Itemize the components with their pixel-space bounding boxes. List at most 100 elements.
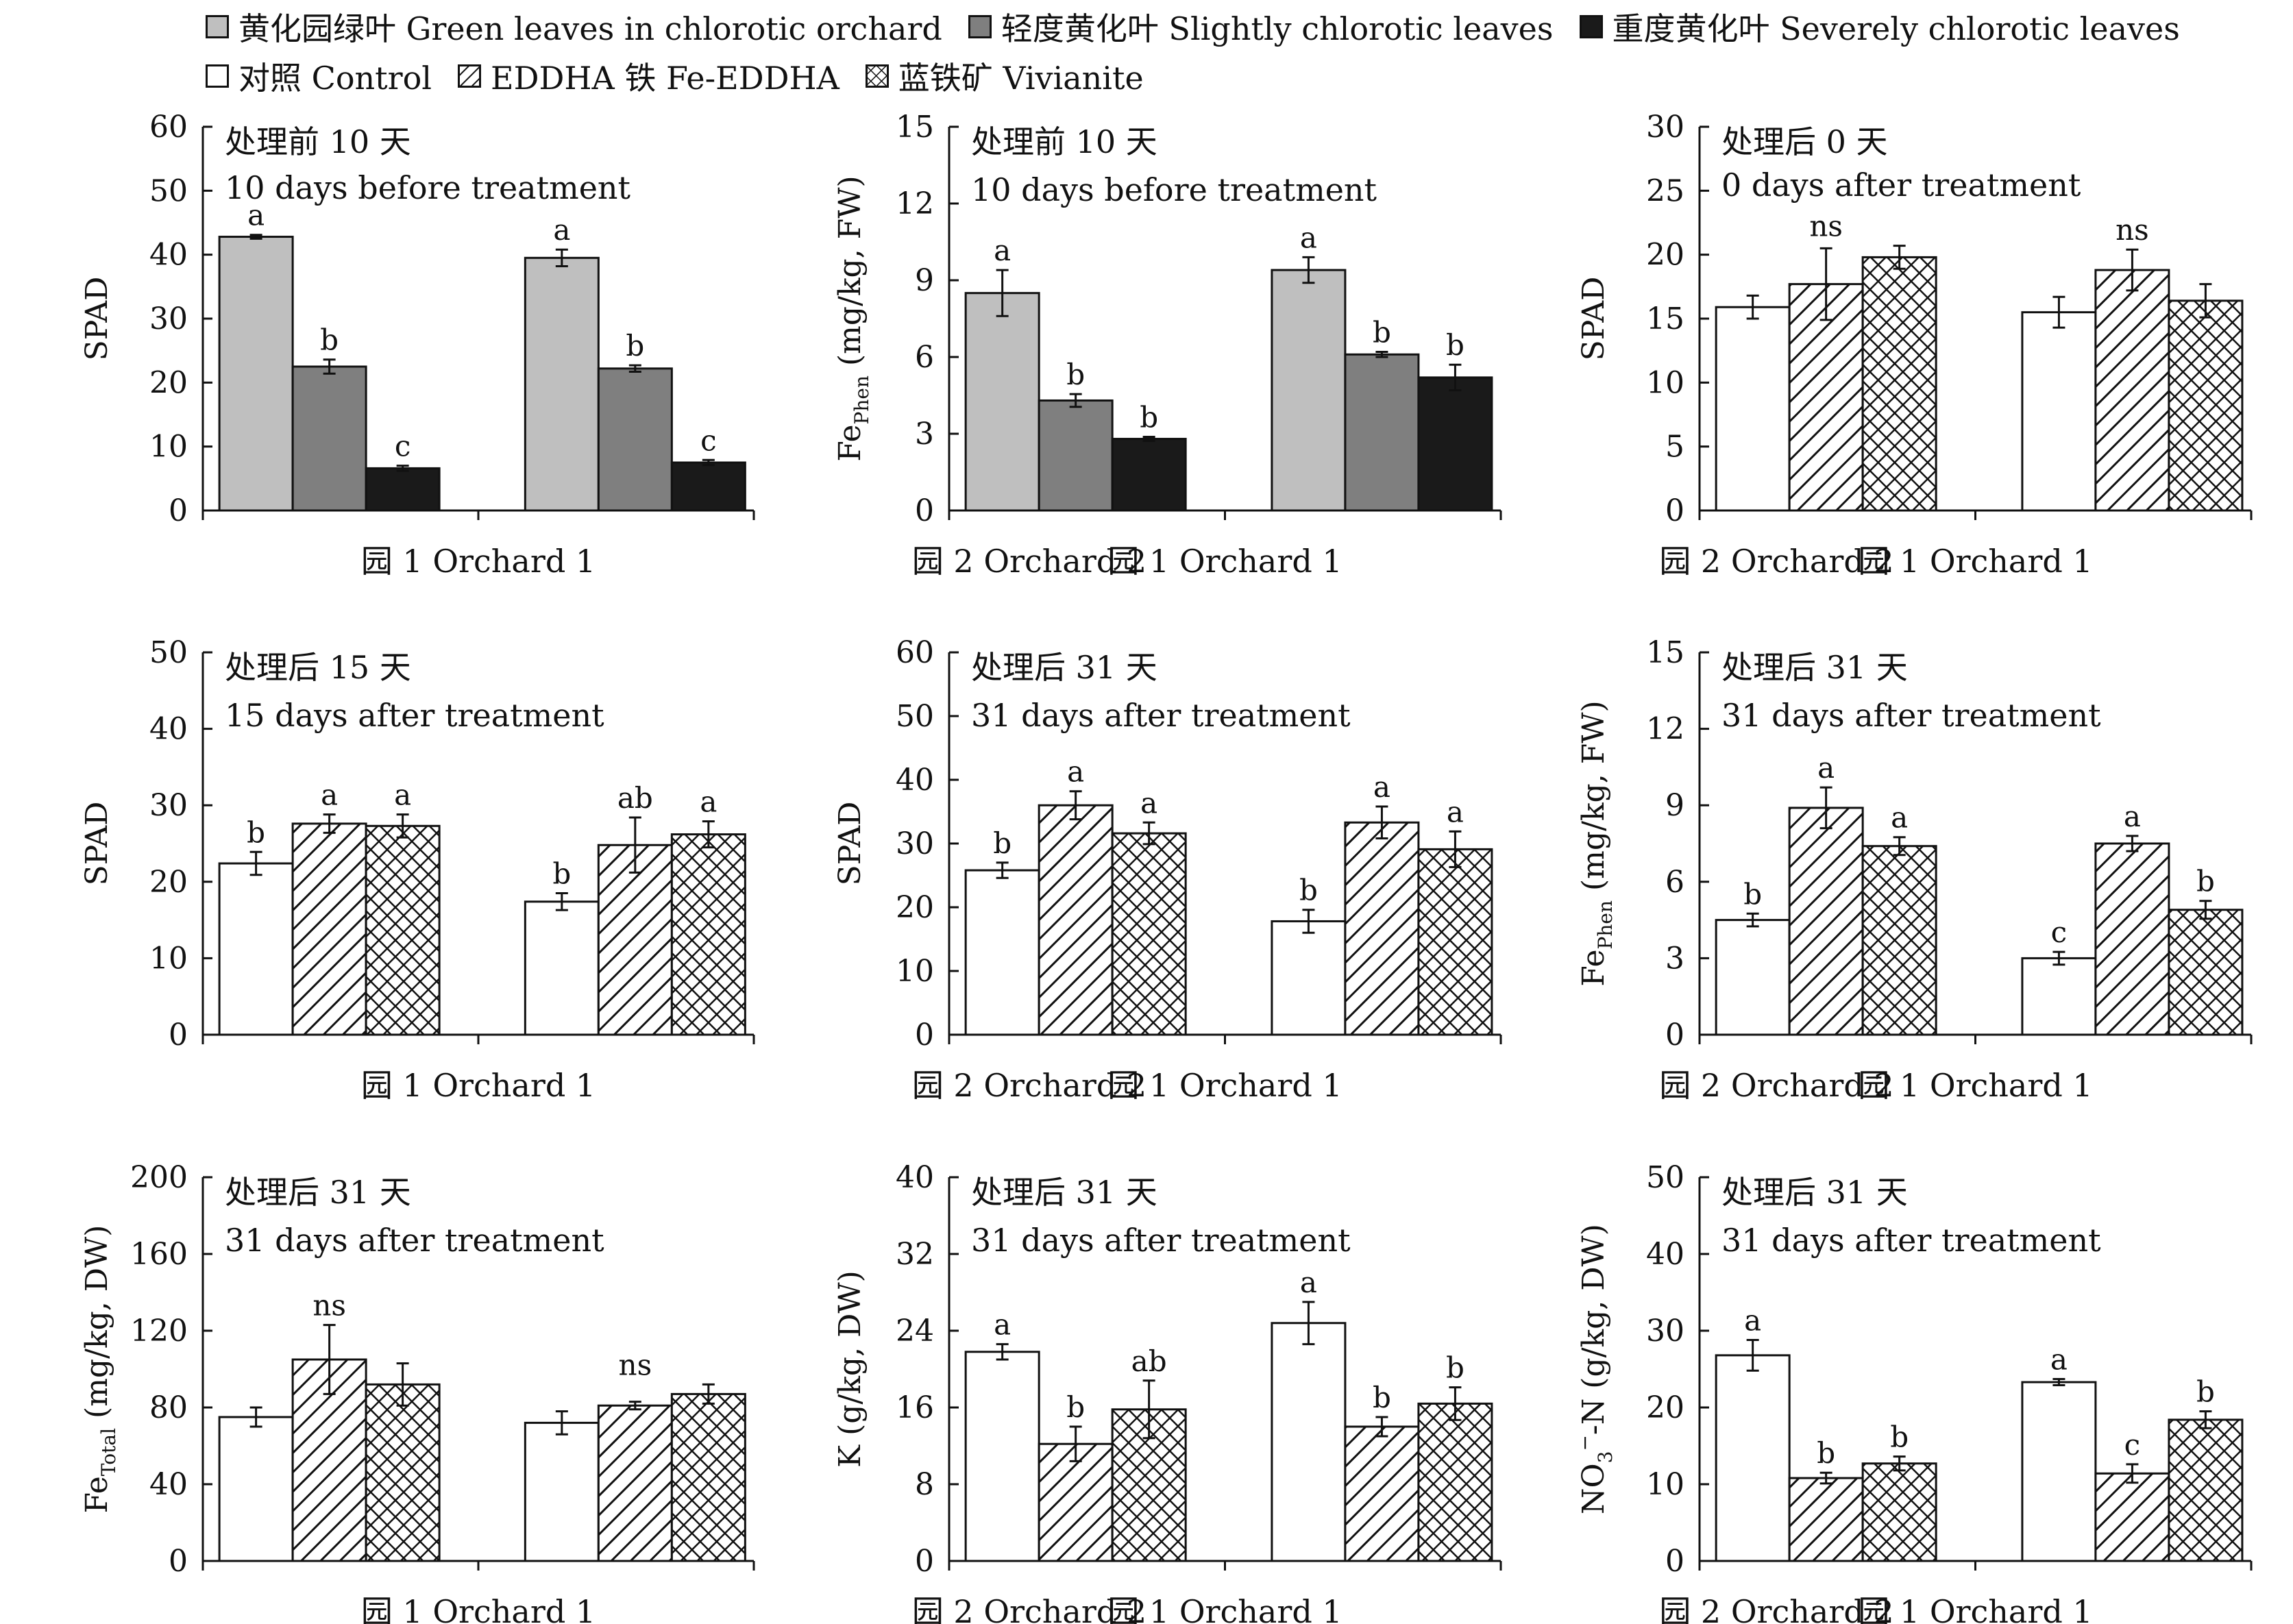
bar — [1038, 804, 1114, 1036]
bar — [2168, 909, 2244, 1036]
y-axis-label: SPAD — [79, 277, 114, 361]
significance-letter: ns — [2116, 213, 2149, 247]
significance-letter: a — [994, 234, 1011, 267]
legend-row-treatments: 对照 Control EDDHA 铁 Fe-EDDHA 蓝铁矿 Vivianit… — [206, 53, 1170, 99]
y-tick-label: 9 — [1665, 788, 1684, 823]
bar — [218, 236, 294, 512]
bar — [1271, 269, 1347, 512]
x-category-label: 园 1 Orchard 1 — [361, 1593, 596, 1624]
y-tick-label: 80 — [149, 1390, 188, 1425]
panel-title-en: 31 days after treatment — [971, 1222, 1351, 1259]
legend-row-leaf-types: 黄化园绿叶 Green leaves in chlorotic orchard … — [206, 4, 2206, 49]
y-tick-label: 30 — [149, 302, 188, 336]
y-tick-label: 50 — [149, 173, 188, 208]
y-tick-label: 30 — [1646, 110, 1684, 145]
bar — [2021, 311, 2097, 512]
y-tick-label: 6 — [1665, 865, 1684, 900]
bar — [1861, 845, 1937, 1036]
panel-title-en: 10 days before treatment — [225, 169, 631, 206]
bar — [2094, 269, 2170, 512]
y-tick-label: 50 — [149, 635, 188, 670]
panel-title-en: 31 days after treatment — [1721, 697, 2101, 734]
chart-panel-6: 0 3 6 9 12 15 园 1 Orchard 1园 2 Orchard 2 处理后 31… — [1576, 635, 2253, 1104]
bar — [218, 1416, 294, 1562]
significance-letter: b — [2196, 1375, 2215, 1409]
y-tick-label: 0 — [169, 493, 188, 528]
significance-letter: c — [2051, 915, 2068, 949]
legend-label-fe-eddha: EDDHA 铁 Fe-EDDHA — [491, 60, 839, 97]
x-category-label: 园 1 Orchard 1 — [1858, 1593, 2092, 1624]
significance-letter: c — [2124, 1428, 2141, 1462]
y-tick-label: 50 — [1646, 1160, 1684, 1195]
bar — [1271, 920, 1347, 1036]
y-tick-label: 0 — [169, 1018, 188, 1053]
legend-item-control: 对照 Control — [206, 53, 432, 99]
bar — [291, 822, 367, 1036]
significance-letter: ab — [1131, 1344, 1167, 1378]
significance-letter: a — [1300, 221, 1317, 254]
bar — [1788, 283, 1864, 512]
bar — [524, 900, 600, 1036]
significance-letter: b — [2196, 865, 2215, 898]
significance-letter: a — [1447, 795, 1464, 828]
significance-letter: a — [321, 778, 338, 812]
y-tick-label: 120 — [130, 1314, 188, 1349]
x-category-label: 园 1 Orchard 1 — [1107, 543, 1342, 580]
bar — [1861, 256, 1937, 512]
legend-swatch-slightly-chlorotic — [968, 15, 992, 38]
y-tick-label: 10 — [149, 941, 188, 976]
bar — [1417, 1402, 1493, 1562]
y-tick-label: 40 — [896, 763, 934, 798]
x-category-label: 园 1 Orchard 1 — [1107, 1593, 1342, 1624]
legend-swatch-fe-eddha — [458, 64, 482, 88]
x-category-label: 园 2 Orchard 2 — [1659, 1067, 1893, 1104]
legend-swatch-severely-chlorotic — [1579, 15, 1603, 38]
y-axis-label: FePhen (mg/kg, FW) — [1576, 700, 1617, 986]
y-axis-label: SPAD — [1576, 277, 1611, 361]
legend-swatch-control — [206, 64, 229, 88]
bar — [1715, 1354, 1791, 1562]
bar — [597, 1404, 673, 1562]
y-axis-label: K (g/kg, DW) — [833, 1270, 868, 1467]
bar — [1344, 353, 1420, 512]
panel-title-en: 0 days after treatment — [1721, 167, 2081, 204]
y-tick-label: 32 — [896, 1237, 934, 1272]
y-tick-label: 50 — [896, 699, 934, 734]
significance-letter: a — [394, 778, 411, 812]
y-tick-label: 40 — [149, 712, 188, 747]
panel-title-en: 31 days after treatment — [1721, 1222, 2101, 1259]
x-category-label: 园 2 Orchard 2 — [912, 1593, 1146, 1624]
legend-item-fe-eddha: EDDHA 铁 Fe-EDDHA — [458, 53, 839, 99]
significance-letter: a — [1373, 770, 1390, 804]
y-tick-label: 12 — [1646, 712, 1684, 747]
panel-title-cn: 处理后 31 天 — [1721, 1174, 1908, 1211]
legend-item-vivianite: 蓝铁矿 Vivianite — [865, 53, 1144, 99]
bar — [2094, 1472, 2170, 1562]
y-tick-label: 10 — [1646, 365, 1684, 400]
y-tick-label: 15 — [896, 110, 934, 145]
y-tick-label: 40 — [896, 1160, 934, 1195]
legend-label-vivianite: 蓝铁矿 Vivianite — [898, 60, 1144, 97]
y-axis-label: SPAD — [79, 802, 114, 886]
panel-title-cn: 处理后 15 天 — [225, 649, 411, 686]
y-axis-label: FeTotal (mg/kg, DW) — [79, 1225, 120, 1514]
panel-title-cn: 处理后 0 天 — [1721, 123, 1888, 160]
y-tick-label: 15 — [1646, 635, 1684, 670]
legend-item-green-leaves: 黄化园绿叶 Green leaves in chlorotic orchard — [206, 4, 942, 49]
significance-letter: b — [1066, 1390, 1085, 1424]
y-tick-label: 15 — [1646, 302, 1684, 336]
y-tick-label: 25 — [1646, 173, 1684, 208]
significance-letter: a — [1140, 786, 1157, 820]
bar — [964, 292, 1040, 512]
panel-title-cn: 处理后 31 天 — [971, 649, 1157, 686]
bar — [365, 824, 441, 1036]
bar — [1788, 807, 1864, 1036]
x-category-label: 园 1 Orchard 1 — [361, 1067, 596, 1104]
bar — [1344, 1425, 1420, 1562]
bar — [2021, 1381, 2097, 1562]
